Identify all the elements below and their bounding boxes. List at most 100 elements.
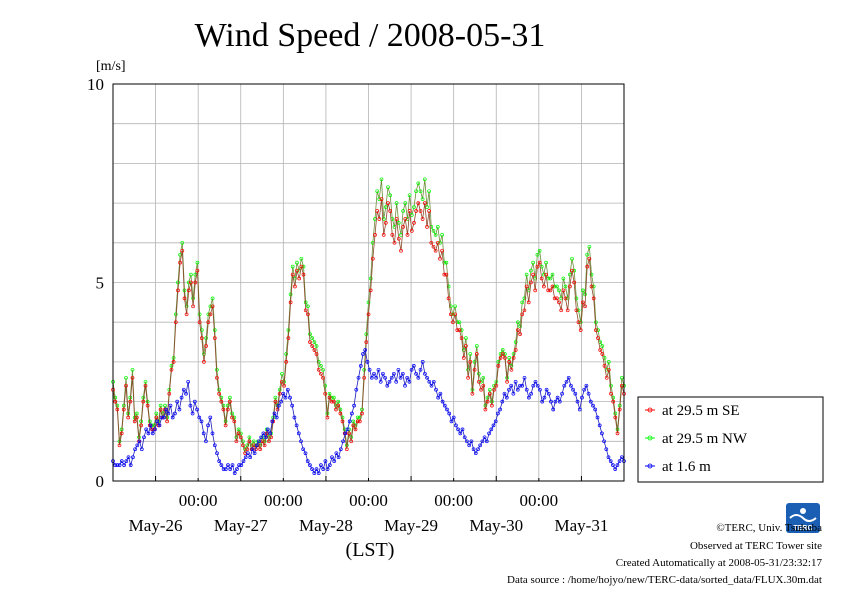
data-point: [485, 399, 490, 404]
data-point: [405, 233, 410, 237]
data-point: [574, 308, 579, 313]
data-point: [427, 209, 431, 213]
data-point: [246, 451, 250, 456]
data-point: [355, 419, 360, 424]
data-point: [544, 387, 549, 392]
data-point: [470, 391, 475, 396]
data-point: [113, 395, 118, 400]
data-point: [327, 395, 332, 400]
x-tick-day-label: May-30: [469, 516, 523, 535]
data-point: [124, 459, 129, 463]
data-point: [377, 197, 382, 201]
data-point: [613, 467, 618, 471]
data-point: [134, 415, 139, 420]
data-point: [468, 352, 473, 356]
data-point: [163, 403, 167, 408]
data-point: [341, 439, 345, 444]
data-point: [476, 447, 480, 452]
data-point: [483, 407, 488, 412]
data-point: [535, 383, 540, 388]
x-tick-time-label: 00:00: [179, 491, 218, 510]
data-point: [481, 383, 486, 388]
data-point: [186, 280, 191, 285]
data-point: [561, 276, 566, 281]
data-point: [314, 344, 319, 348]
data-point: [126, 455, 131, 460]
data-point: [442, 403, 447, 408]
data-point: [238, 435, 243, 440]
data-point: [303, 308, 308, 313]
data-point: [245, 447, 250, 452]
legend-label: at 29.5 m NW: [662, 431, 748, 447]
data-point: [225, 407, 230, 412]
data-point: [301, 447, 306, 452]
data-point: [124, 383, 128, 388]
data-point: [414, 189, 418, 194]
data-point: [613, 415, 618, 420]
data-point: [542, 284, 546, 289]
data-point: [550, 284, 555, 289]
data-point: [181, 387, 186, 392]
data-point: [570, 268, 574, 273]
data-point: [350, 411, 354, 416]
data-point: [251, 439, 256, 444]
data-point: [529, 280, 533, 285]
data-point: [355, 415, 360, 420]
data-point: [188, 403, 193, 408]
data-point: [422, 201, 427, 205]
data-point: [267, 439, 271, 444]
data-point: [312, 340, 317, 344]
data-point: [369, 375, 374, 380]
data-point: [356, 375, 361, 380]
data-point: [312, 471, 317, 475]
data-point: [144, 427, 149, 432]
data-point: [204, 344, 208, 348]
data-point: [280, 379, 284, 384]
data-point: [503, 356, 507, 360]
data-point: [263, 435, 268, 440]
data-point: [293, 284, 297, 289]
data-point: [290, 403, 295, 408]
data-point: [260, 439, 265, 444]
data-point: [208, 304, 213, 309]
data-point: [157, 423, 162, 428]
data-point: [507, 387, 511, 392]
data-point: [357, 419, 362, 424]
data-point: [544, 272, 548, 277]
data-point: [388, 193, 393, 198]
data-point: [364, 332, 369, 336]
legend-label: at 1.6 m: [662, 459, 711, 475]
data-point: [403, 201, 408, 205]
data-point: [537, 260, 542, 265]
data-point: [281, 391, 286, 396]
legend: at 29.5 m SE at 29.5 m NW at 1.6 m: [637, 396, 824, 483]
data-point: [295, 260, 299, 265]
x-tick-day-label: May-28: [299, 516, 353, 535]
data-point: [555, 284, 559, 289]
data-point: [513, 340, 518, 344]
data-point: [247, 439, 252, 444]
data-point: [180, 240, 185, 245]
data-point: [352, 403, 356, 408]
data-point: [230, 463, 235, 467]
data-point: [344, 447, 349, 452]
data-point: [273, 395, 278, 400]
data-point: [124, 375, 128, 380]
data-point: [310, 467, 314, 471]
data-point: [351, 419, 356, 424]
data-point: [372, 371, 376, 376]
data-point: [527, 395, 531, 400]
data-point: [551, 407, 556, 412]
data-point: [184, 312, 189, 317]
data-point: [390, 233, 395, 237]
data-point: [290, 272, 295, 277]
x-tick-time-label: 00:00: [349, 491, 388, 510]
data-point: [329, 399, 334, 404]
data-point: [345, 427, 350, 432]
data-point: [449, 419, 454, 424]
legend-swatch-marker: [647, 463, 653, 469]
data-point: [208, 415, 213, 420]
data-point: [412, 221, 416, 225]
data-point: [308, 332, 312, 336]
data-point: [235, 467, 239, 471]
